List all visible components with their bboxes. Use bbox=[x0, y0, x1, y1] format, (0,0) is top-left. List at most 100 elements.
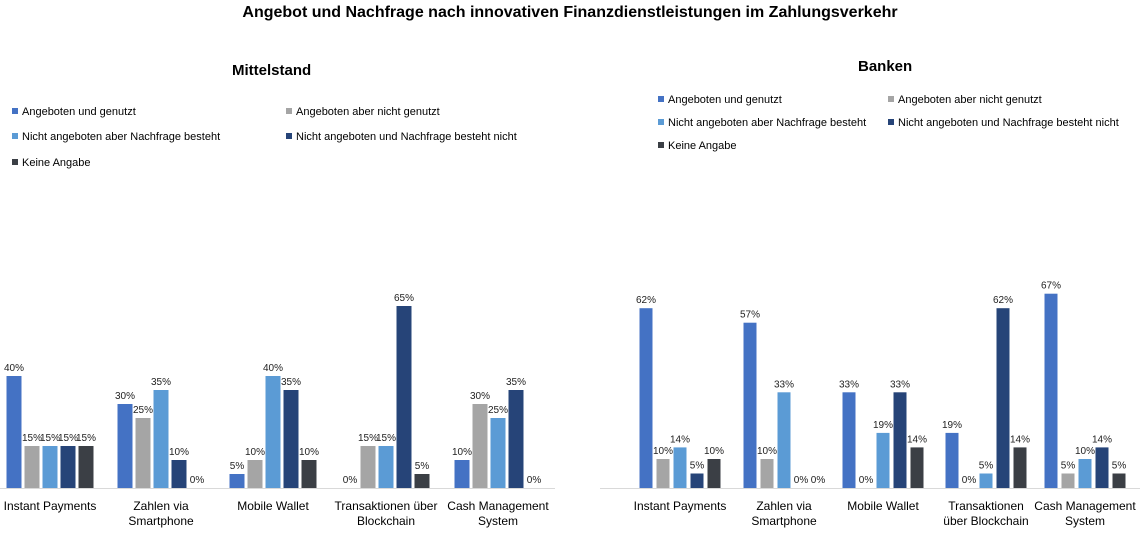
legend-swatch bbox=[12, 133, 18, 140]
data-label: 10% bbox=[245, 447, 265, 458]
bar bbox=[1095, 447, 1109, 488]
legend-swatch bbox=[658, 96, 664, 103]
category-label: Mobile Wallet bbox=[237, 499, 309, 513]
data-label: 67% bbox=[1041, 281, 1061, 292]
bar bbox=[472, 404, 488, 488]
bar bbox=[378, 446, 394, 488]
bar bbox=[60, 446, 76, 488]
data-label: 33% bbox=[890, 379, 910, 390]
legend-label: Nicht angeboten und Nachfrage besteht ni… bbox=[296, 131, 517, 143]
data-label: 33% bbox=[774, 379, 794, 390]
data-label: 19% bbox=[942, 420, 962, 431]
data-label: 0% bbox=[962, 475, 977, 486]
data-label: 5% bbox=[1061, 461, 1076, 472]
legend-label: Angeboten und genutzt bbox=[668, 94, 782, 106]
category-label: Transaktionen über bbox=[335, 499, 438, 513]
legend-item-nachfrage-besteht: Nicht angeboten aber Nachfrage besteht bbox=[658, 117, 866, 129]
bar bbox=[42, 446, 58, 488]
legend-label: Nicht angeboten aber Nachfrage besteht bbox=[22, 131, 221, 143]
category-label: Instant Payments bbox=[634, 499, 727, 513]
data-label: 0% bbox=[190, 475, 205, 486]
main-title: Angebot und Nachfrage nach innovativen F… bbox=[242, 4, 898, 21]
data-label: 10% bbox=[757, 446, 777, 457]
bar bbox=[893, 392, 907, 488]
bar bbox=[6, 376, 22, 488]
bar bbox=[707, 459, 721, 488]
data-label: 14% bbox=[670, 434, 690, 445]
bar bbox=[979, 473, 993, 488]
bar bbox=[1112, 473, 1126, 488]
data-label: 5% bbox=[415, 461, 430, 472]
bar bbox=[454, 460, 470, 488]
data-label: 0% bbox=[527, 475, 542, 486]
category-label: Cash Management bbox=[1034, 499, 1136, 513]
bar bbox=[508, 390, 524, 488]
data-label: 10% bbox=[1075, 446, 1095, 457]
data-label: 0% bbox=[343, 475, 358, 486]
legend-label: Nicht angeboten und Nachfrage besteht ni… bbox=[898, 117, 1119, 129]
data-label: 40% bbox=[263, 363, 283, 374]
data-label: 10% bbox=[299, 447, 319, 458]
bar bbox=[945, 432, 959, 488]
legend-item-keine-angabe: Keine Angabe bbox=[12, 157, 91, 169]
bar bbox=[414, 474, 430, 488]
data-label: 10% bbox=[704, 446, 724, 457]
bar bbox=[360, 446, 376, 488]
data-label: 35% bbox=[281, 377, 301, 388]
category-label: Transaktionen bbox=[948, 499, 1024, 513]
category-label: System bbox=[478, 514, 518, 528]
data-label: 30% bbox=[470, 391, 490, 402]
data-label: 33% bbox=[839, 379, 859, 390]
data-label: 62% bbox=[993, 295, 1013, 306]
legend-swatch bbox=[658, 142, 664, 149]
legend-swatch bbox=[12, 108, 18, 115]
bar bbox=[265, 376, 281, 488]
legend-label: Keine Angabe bbox=[22, 157, 91, 169]
data-label: 10% bbox=[169, 447, 189, 458]
bar bbox=[690, 473, 704, 488]
legend-item-angeboten-genutzt: Angeboten und genutzt bbox=[12, 106, 136, 118]
data-label: 14% bbox=[1092, 434, 1112, 445]
legend-item-nachfrage-besteht: Nicht angeboten aber Nachfrage besteht bbox=[12, 131, 220, 143]
bar bbox=[1013, 447, 1027, 488]
legend-item-angeboten-genutzt: Angeboten und genutzt bbox=[658, 94, 782, 106]
category-label: Zahlen via bbox=[756, 499, 812, 513]
legend-swatch bbox=[888, 96, 894, 103]
category-label: Blockchain bbox=[357, 514, 415, 528]
bar bbox=[760, 459, 774, 488]
bar bbox=[153, 390, 169, 488]
bar bbox=[24, 446, 40, 488]
data-label: 15% bbox=[76, 433, 96, 444]
data-label: 5% bbox=[979, 461, 994, 472]
data-label: 10% bbox=[452, 447, 472, 458]
bar bbox=[996, 308, 1010, 488]
bar bbox=[1061, 473, 1075, 488]
bar bbox=[301, 460, 317, 488]
data-label: 15% bbox=[358, 433, 378, 444]
data-label: 14% bbox=[907, 434, 927, 445]
category-label: Smartphone bbox=[751, 514, 817, 528]
data-label: 57% bbox=[740, 310, 760, 321]
legend-item-angeboten-nicht-genutzt: Angeboten aber nicht genutzt bbox=[888, 94, 1042, 106]
data-label: 14% bbox=[1010, 434, 1030, 445]
legend-swatch bbox=[888, 119, 894, 126]
legend-item-keine-nachfrage: Nicht angeboten und Nachfrage besteht ni… bbox=[286, 131, 517, 143]
data-label: 15% bbox=[40, 433, 60, 444]
legend-label: Nicht angeboten aber Nachfrage besteht bbox=[668, 117, 867, 129]
bar bbox=[876, 432, 890, 488]
data-label: 65% bbox=[394, 293, 414, 304]
legend-label: Angeboten und genutzt bbox=[22, 106, 136, 118]
bar bbox=[247, 460, 263, 488]
data-label: 19% bbox=[873, 420, 893, 431]
bar bbox=[78, 446, 94, 488]
category-label: Mobile Wallet bbox=[847, 499, 919, 513]
bar bbox=[396, 306, 412, 488]
legend-label: Keine Angabe bbox=[668, 140, 737, 152]
data-label: 25% bbox=[133, 405, 153, 416]
data-label: 5% bbox=[1112, 461, 1127, 472]
legend-item-angeboten-nicht-genutzt: Angeboten aber nicht genutzt bbox=[286, 106, 440, 118]
legend-label: Angeboten aber nicht genutzt bbox=[898, 94, 1042, 106]
data-label: 62% bbox=[636, 295, 656, 306]
category-label: Smartphone bbox=[128, 514, 194, 528]
